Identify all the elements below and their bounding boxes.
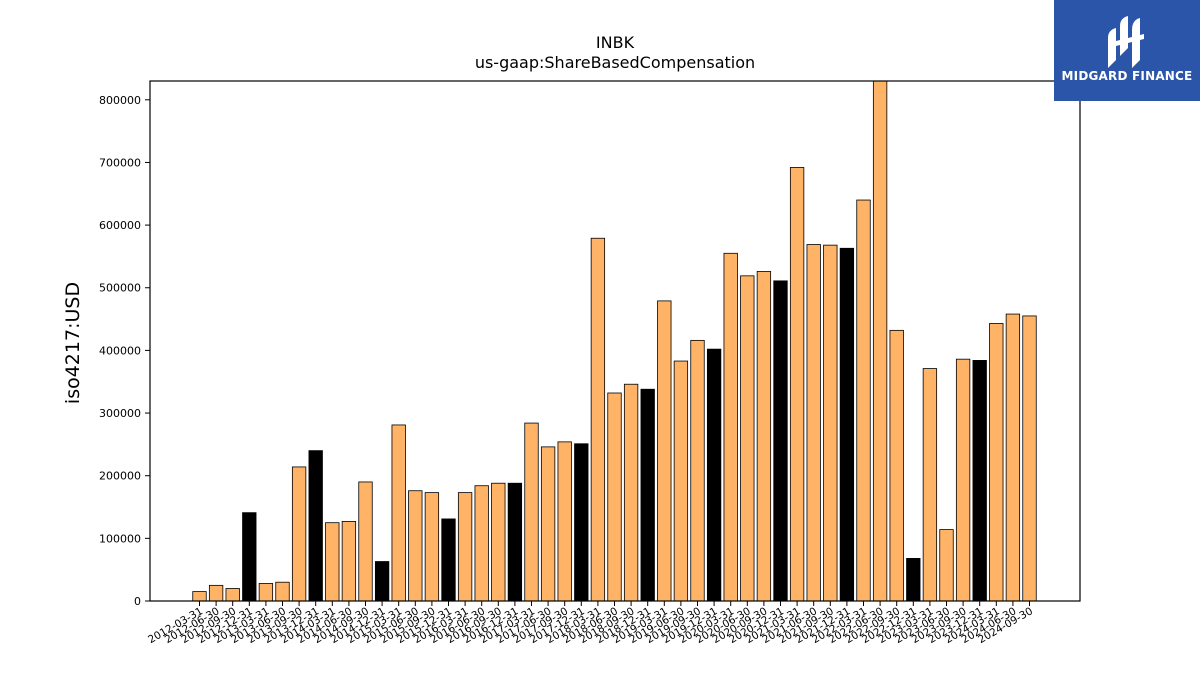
- bar-2013-03-31: [258, 583, 274, 602]
- bar-2019-09-30: [690, 339, 705, 602]
- bar-2024-09-30: [1022, 315, 1037, 602]
- bar-2012-12-31: [242, 512, 257, 602]
- y-tick-label: 800000: [99, 94, 141, 107]
- x-axis-ticks: 2012-03-312012-06-302012-09-302012-12-31…: [146, 601, 1035, 646]
- y-axis-ticks: 0 100000 200000 300000 400000 500000 600000 700…: [99, 94, 150, 608]
- bar-2012-06-30: [208, 584, 224, 602]
- bar-2021-03-31: [789, 167, 805, 602]
- chart-subtitle: us-gaap:ShareBasedCompensation: [475, 53, 755, 72]
- bar-2021-12-31: [839, 247, 855, 602]
- bar-2020-09-30: [756, 271, 772, 602]
- bar-2023-12-31: [972, 360, 987, 602]
- bar-2015-09-30: [424, 492, 440, 602]
- bars-group: [192, 80, 1037, 602]
- bar-2018-12-31: [640, 388, 655, 602]
- bar-2022-03-31: [856, 199, 871, 602]
- bar-2021-09-30: [823, 244, 838, 602]
- y-tick-label: 200000: [99, 470, 141, 483]
- bar-2023-09-30: [955, 358, 971, 602]
- y-tick-label: 100000: [99, 532, 141, 545]
- bar-2018-03-31: [590, 237, 606, 602]
- bar-2022-12-31: [906, 558, 921, 602]
- bar-2018-06-30: [607, 392, 622, 602]
- y-tick-label: 700000: [99, 156, 141, 169]
- bar-2017-03-31: [524, 422, 539, 602]
- y-tick-label: 400000: [99, 344, 141, 357]
- y-tick-label: 500000: [99, 282, 141, 295]
- bar-2023-03-31: [922, 368, 938, 602]
- bar-2017-12-31: [574, 443, 589, 602]
- bar-2015-06-30: [408, 490, 423, 602]
- bar-2022-06-30: [872, 80, 888, 602]
- bar-2018-09-30: [623, 383, 639, 602]
- bar-2016-06-30: [474, 485, 489, 602]
- bar-2013-09-30: [291, 466, 307, 602]
- y-tick-label: 600000: [99, 219, 141, 232]
- bar-2012-03-31: [192, 591, 207, 602]
- y-tick-label: 300000: [99, 407, 141, 420]
- bar-2014-09-30: [358, 481, 373, 602]
- bar-2020-06-30: [740, 275, 755, 602]
- bar-2016-09-30: [491, 482, 506, 602]
- bar-2017-09-30: [557, 441, 572, 602]
- bar-2024-03-31: [989, 323, 1004, 602]
- y-tick-label: 0: [134, 595, 141, 608]
- bar-2015-12-31: [441, 518, 456, 602]
- bar-2014-06-30: [341, 521, 357, 602]
- bar-2016-12-31: [507, 482, 523, 602]
- bar-2019-06-30: [673, 360, 689, 602]
- bar-2014-12-31: [374, 561, 390, 602]
- bar-2020-03-31: [723, 252, 738, 602]
- bar-2020-12-31: [773, 280, 788, 602]
- bar-2019-12-31: [706, 348, 722, 602]
- chart-title: INBK: [596, 33, 635, 52]
- bar-2023-06-30: [939, 529, 954, 602]
- bar-2014-03-31: [325, 522, 340, 602]
- midgard-logo-mark-icon: [1108, 16, 1144, 68]
- bar-2019-03-31: [657, 300, 672, 602]
- bar-2022-09-30: [889, 329, 904, 602]
- bar-2016-03-31: [457, 492, 473, 602]
- bar-2017-06-30: [540, 446, 556, 602]
- logo-text: MIDGARD FINANCE: [1061, 69, 1193, 83]
- bar-2013-12-31: [308, 450, 323, 602]
- bar-2012-09-30: [225, 588, 240, 602]
- bar-2021-06-30: [806, 244, 821, 602]
- bar-2024-06-30: [1005, 313, 1021, 602]
- y-axis-label: iso4217:USD: [62, 282, 84, 404]
- bar-2015-03-31: [391, 424, 406, 602]
- plot-frame: [149, 80, 1081, 602]
- midgard-finance-logo: MIDGARD FINANCE: [1054, 0, 1200, 101]
- bar-2013-06-30: [275, 581, 290, 602]
